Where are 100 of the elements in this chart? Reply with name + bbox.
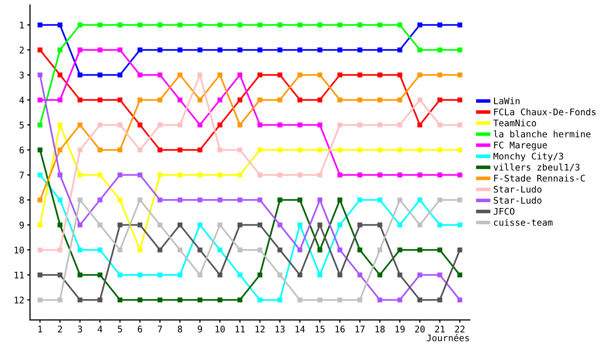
point <box>297 272 302 278</box>
point <box>78 247 82 252</box>
x-tick-label: 20 <box>415 326 425 332</box>
point <box>397 297 402 302</box>
point <box>437 97 442 102</box>
point <box>437 122 442 128</box>
point <box>58 297 62 302</box>
point <box>38 147 42 152</box>
point <box>457 272 462 278</box>
point <box>138 147 142 152</box>
point <box>397 172 402 178</box>
point <box>377 222 382 228</box>
point <box>317 297 322 302</box>
point <box>417 297 422 302</box>
point <box>158 247 162 252</box>
point <box>158 47 162 52</box>
point <box>277 47 282 52</box>
point <box>118 197 122 202</box>
point <box>78 172 82 178</box>
point <box>397 247 402 252</box>
x-tick-label: 8 <box>178 326 182 332</box>
point <box>297 297 302 302</box>
y-tick-label: 9 <box>20 222 24 228</box>
point <box>78 22 82 28</box>
point <box>317 122 322 128</box>
point <box>357 72 362 78</box>
point <box>277 97 282 102</box>
point <box>317 47 322 52</box>
legend-label: F-Stade Rennais-C <box>494 174 585 182</box>
y-tick-label: 5 <box>20 122 24 128</box>
point <box>377 247 382 252</box>
point <box>277 247 282 252</box>
point <box>437 72 442 78</box>
point <box>317 197 322 202</box>
x-tick-label: 18 <box>375 326 385 332</box>
point <box>457 147 462 152</box>
point <box>78 47 82 52</box>
point <box>257 272 262 278</box>
point <box>377 97 382 102</box>
point <box>317 147 322 152</box>
point <box>98 297 102 302</box>
point <box>58 97 62 102</box>
y-tick-label: 6 <box>20 146 24 154</box>
point <box>78 147 82 152</box>
point <box>38 72 42 78</box>
point <box>337 22 342 28</box>
point <box>158 122 162 128</box>
point <box>58 147 62 152</box>
point <box>297 97 302 102</box>
x-tick-label: 4 <box>98 326 102 332</box>
point <box>417 72 422 78</box>
point <box>257 297 262 302</box>
point <box>377 297 382 302</box>
point <box>197 197 202 202</box>
point <box>58 122 62 128</box>
point <box>337 147 342 152</box>
point <box>237 197 242 202</box>
point <box>297 247 302 252</box>
point <box>138 297 142 302</box>
point <box>217 222 222 228</box>
point <box>217 47 222 52</box>
point <box>158 22 162 28</box>
point <box>118 297 122 302</box>
x-tick-label: 15 <box>316 326 325 332</box>
point <box>357 247 362 252</box>
legend-label: JFCO <box>494 208 514 215</box>
point <box>178 222 182 228</box>
x-tick-label: 5 <box>118 326 122 332</box>
point <box>457 22 462 28</box>
point <box>237 122 242 128</box>
point <box>158 272 162 278</box>
point <box>178 272 182 278</box>
point <box>437 47 442 52</box>
point <box>397 22 402 28</box>
point <box>357 297 362 302</box>
point <box>118 147 122 152</box>
x-axis-title: Journées <box>426 334 469 342</box>
point <box>437 272 442 278</box>
point <box>118 172 122 178</box>
point <box>457 97 462 102</box>
point <box>377 272 382 278</box>
point <box>377 72 382 78</box>
point <box>197 222 202 228</box>
point <box>178 147 182 152</box>
legend-label: FCLa Chaux-De-Fonds <box>494 108 596 116</box>
legend-label: Star-Ludo <box>494 196 542 204</box>
point <box>357 22 362 28</box>
point <box>138 197 142 202</box>
point <box>297 22 302 28</box>
point <box>337 272 342 278</box>
x-tick-label: 11 <box>236 326 245 332</box>
x-tick-label: 16 <box>336 326 345 332</box>
point <box>357 147 362 152</box>
point <box>277 222 282 228</box>
point <box>337 122 342 128</box>
point <box>357 97 362 102</box>
point <box>237 147 242 152</box>
point <box>357 172 362 178</box>
point <box>317 72 322 78</box>
point <box>417 272 422 278</box>
